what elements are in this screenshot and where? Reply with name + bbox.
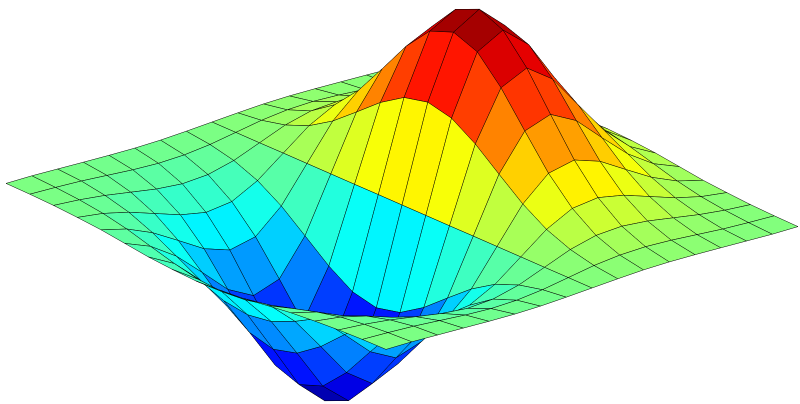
surface-cell xyxy=(362,332,413,350)
